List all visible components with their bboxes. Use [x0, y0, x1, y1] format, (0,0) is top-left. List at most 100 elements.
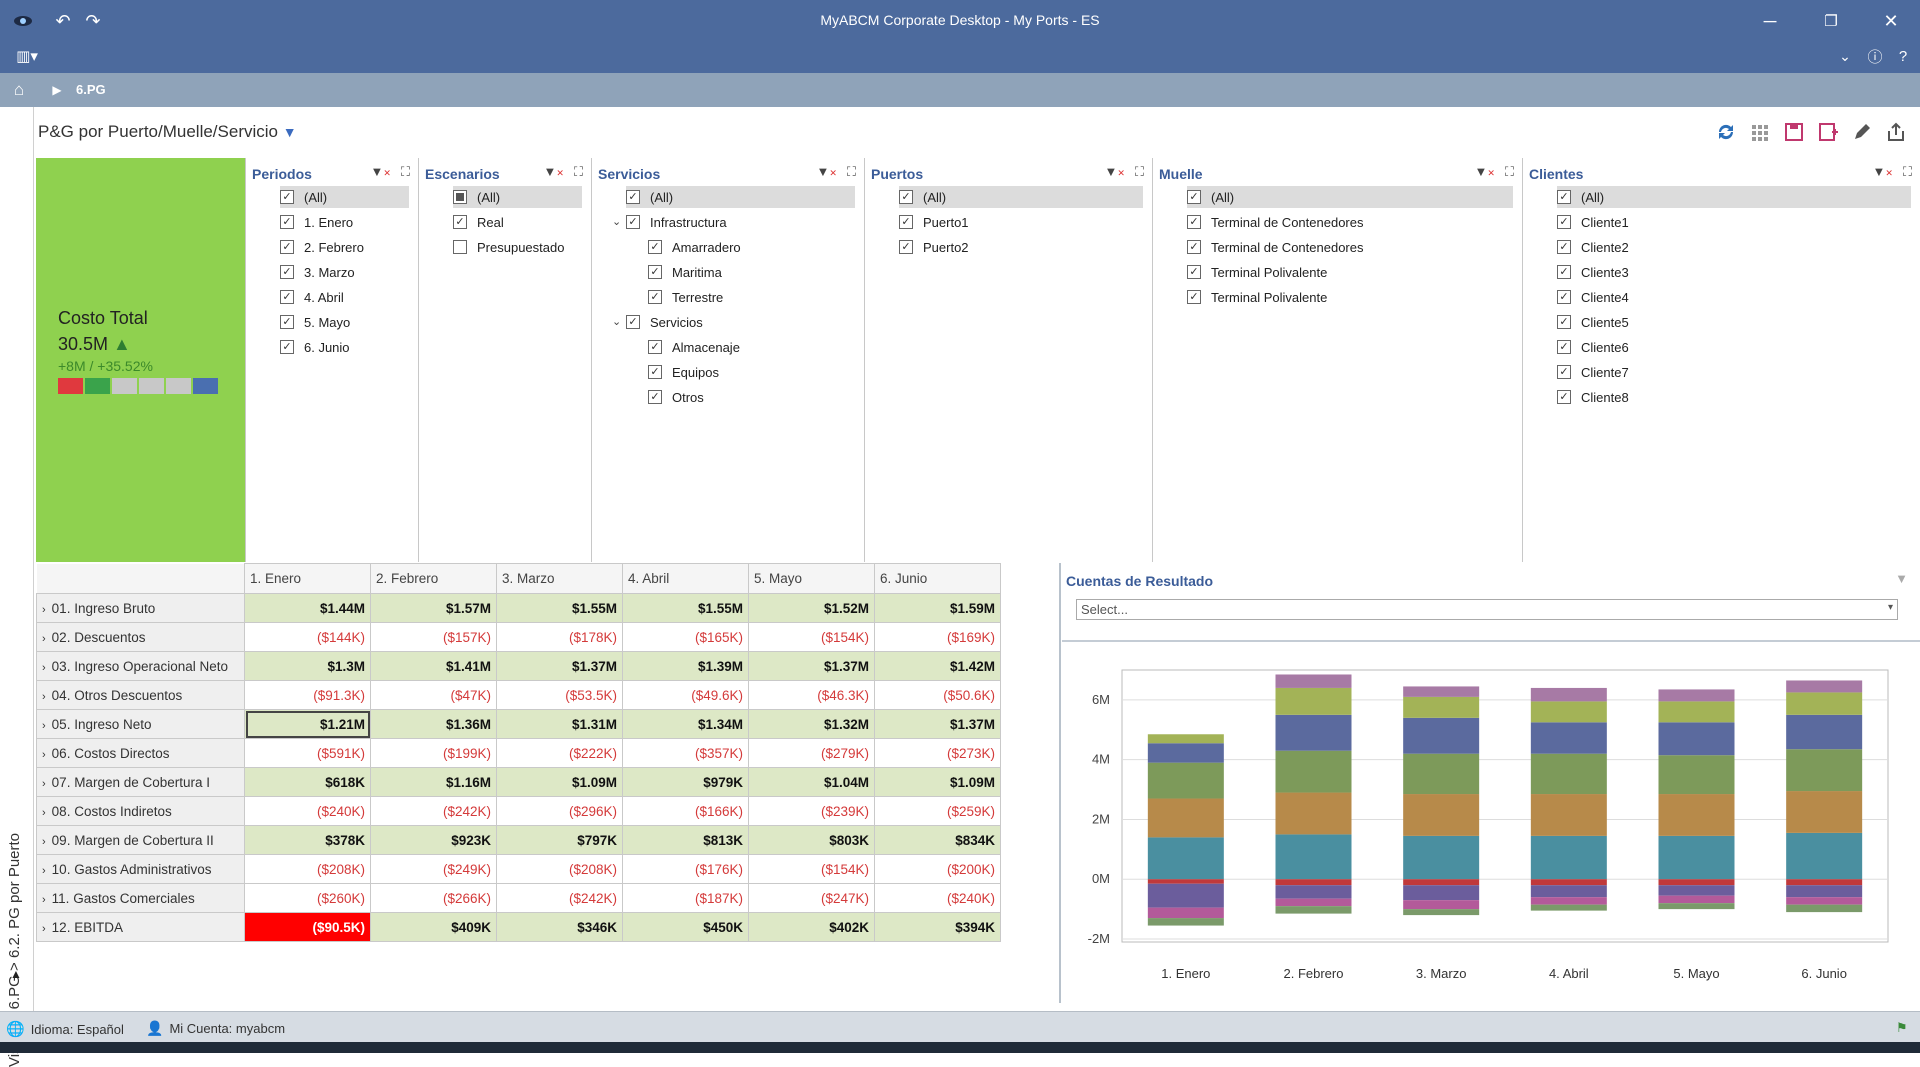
checkbox[interactable]: ✓ [1187, 290, 1201, 304]
row-label-cell[interactable]: › 10. Gastos Administrativos [36, 854, 245, 884]
breadcrumb-item[interactable]: 6.PG [76, 82, 106, 97]
table-cell[interactable]: ($260K) [244, 883, 371, 913]
column-header[interactable]: 2. Febrero [370, 563, 497, 594]
checkbox[interactable]: ✓ [899, 190, 913, 204]
table-row[interactable]: › 04. Otros Descuentos ($91.3K) ($47K) ($53.… [36, 680, 1001, 710]
row-label-cell[interactable]: › 03. Ingreso Operacional Neto [36, 651, 245, 681]
filter-item[interactable]: ✓ Cliente4 [1557, 286, 1915, 308]
table-cell[interactable]: ($157K) [370, 622, 497, 652]
table-row[interactable]: › 03. Ingreso Operacional Neto $1.3M $1.41M… [36, 651, 1001, 681]
checkbox[interactable]: ✓ [1187, 240, 1201, 254]
table-cell[interactable]: $1.59M [874, 593, 1001, 623]
table-cell[interactable]: $979K [622, 767, 749, 797]
checkbox[interactable]: ✓ [280, 265, 294, 279]
expand-caret-icon[interactable]: ⌄ [612, 316, 622, 328]
table-cell[interactable]: $1.21M [244, 709, 371, 739]
table-cell[interactable]: ($46.3K) [748, 680, 875, 710]
filter-item-all[interactable]: (All) [453, 186, 582, 208]
table-cell[interactable]: ($296K) [496, 796, 623, 826]
help-icon[interactable]: ? [1898, 47, 1908, 65]
checkbox[interactable]: ✓ [1557, 215, 1571, 229]
filter-item[interactable]: ✓ Equipos [648, 361, 859, 383]
table-row[interactable]: › 02. Descuentos ($144K) ($157K) ($178K) ($16… [36, 622, 1001, 652]
row-label-cell[interactable]: › 08. Costos Indiretos [36, 796, 245, 826]
row-label-cell[interactable]: › 11. Gastos Comerciales [36, 883, 245, 913]
table-cell[interactable]: $923K [370, 825, 497, 855]
minimize-icon[interactable]: ─ [1763, 10, 1777, 31]
table-cell[interactable]: ($187K) [622, 883, 749, 913]
table-cell[interactable]: $834K [874, 825, 1001, 855]
clear-filter-icon[interactable]: ▼✕ [1872, 164, 1893, 179]
filter-item-all[interactable]: ✓ (All) [899, 186, 1143, 208]
filter-item[interactable]: Presupuestado [453, 236, 586, 258]
chevron-right-icon[interactable]: › [42, 632, 46, 645]
filter-item[interactable]: ✓ Cliente5 [1557, 311, 1915, 333]
table-cell[interactable]: $409K [370, 912, 497, 942]
table-cell[interactable]: ($249K) [370, 854, 497, 884]
table-cell[interactable]: ($154K) [748, 854, 875, 884]
column-header[interactable]: 1. Enero [244, 563, 371, 594]
table-cell[interactable]: $1.44M [244, 593, 371, 623]
chevron-right-icon[interactable]: › [42, 835, 46, 848]
checkbox[interactable]: ✓ [648, 390, 662, 404]
table-cell[interactable]: ($242K) [496, 883, 623, 913]
chevron-right-icon[interactable]: › [42, 806, 46, 819]
filter-item[interactable]: ✓ Cliente6 [1557, 336, 1915, 358]
table-cell[interactable]: ($49.6K) [622, 680, 749, 710]
maximize-icon[interactable]: ⛶ [1902, 164, 1912, 179]
table-cell[interactable]: ($240K) [244, 796, 371, 826]
table-cell[interactable]: $1.55M [496, 593, 623, 623]
chevron-right-icon[interactable]: › [42, 603, 46, 616]
checkbox[interactable]: ✓ [648, 365, 662, 379]
checkbox[interactable]: ✓ [1187, 215, 1201, 229]
checkbox[interactable] [453, 190, 467, 204]
table-cell[interactable]: $346K [496, 912, 623, 942]
triangle-up-icon[interactable]: ▲ [10, 967, 22, 981]
table-cell[interactable]: $450K [622, 912, 749, 942]
account-item[interactable]: 👤 Mi Cuenta: myabcm [146, 1020, 286, 1036]
table-cell[interactable]: ($240K) [874, 883, 1001, 913]
table-cell[interactable]: ($199K) [370, 738, 497, 768]
table-row[interactable]: › 06. Costos Directos ($591K) ($199K) ($222K… [36, 738, 1001, 768]
checkbox[interactable]: ✓ [280, 315, 294, 329]
filter-item[interactable]: ✓ Terminal Polivalente [1187, 261, 1517, 283]
checkbox[interactable]: ✓ [1187, 265, 1201, 279]
row-label-cell[interactable]: › 04. Otros Descuentos [36, 680, 245, 710]
table-cell[interactable]: ($144K) [244, 622, 371, 652]
filter-item[interactable]: ✓ Puerto2 [899, 236, 1147, 258]
checkbox[interactable]: ✓ [648, 290, 662, 304]
checkbox[interactable]: ✓ [1557, 240, 1571, 254]
checkbox[interactable]: ✓ [648, 340, 662, 354]
filter-item[interactable]: ✓ Servicios [626, 311, 859, 333]
chevron-down-icon[interactable]: ⌄ [1839, 47, 1851, 64]
info-icon[interactable]: ⓘ [1867, 48, 1883, 66]
table-cell[interactable]: $1.37M [496, 651, 623, 681]
column-header[interactable]: 6. Junio [874, 563, 1001, 594]
table-cell[interactable]: ($266K) [370, 883, 497, 913]
table-cell[interactable]: ($200K) [874, 854, 1001, 884]
table-cell[interactable]: $1.37M [748, 651, 875, 681]
filter-item[interactable]: ✓ Real [453, 211, 586, 233]
table-cell[interactable]: $1.36M [370, 709, 497, 739]
table-cell[interactable]: $803K [748, 825, 875, 855]
accounts-select[interactable]: Select... ▾ [1076, 599, 1898, 620]
checkbox[interactable]: ✓ [1557, 190, 1571, 204]
column-header[interactable]: 3. Marzo [496, 563, 623, 594]
chevron-right-icon[interactable]: › [42, 893, 46, 906]
row-label-cell[interactable]: › 05. Ingreso Neto [36, 709, 245, 739]
maximize-icon[interactable]: ⛶ [400, 164, 410, 179]
grid-icon[interactable] [1746, 118, 1774, 146]
table-row[interactable]: › 10. Gastos Administrativos ($208K) ($249K… [36, 854, 1001, 884]
checkbox[interactable]: ✓ [1557, 315, 1571, 329]
filter-item[interactable]: ✓ Terminal de Contenedores [1187, 236, 1517, 258]
table-cell[interactable]: $1.09M [496, 767, 623, 797]
table-cell[interactable]: ($242K) [370, 796, 497, 826]
language-item[interactable]: 🌐 Idioma: Español [6, 1021, 124, 1038]
checkbox[interactable]: ✓ [1557, 340, 1571, 354]
filter-item[interactable]: ✓ Cliente8 [1557, 386, 1915, 408]
table-cell[interactable]: $402K [748, 912, 875, 942]
checkbox[interactable] [453, 240, 467, 254]
checkbox[interactable]: ✓ [280, 190, 294, 204]
table-cell[interactable]: $1.37M [874, 709, 1001, 739]
redo-icon[interactable]: ↷ [85, 10, 101, 31]
